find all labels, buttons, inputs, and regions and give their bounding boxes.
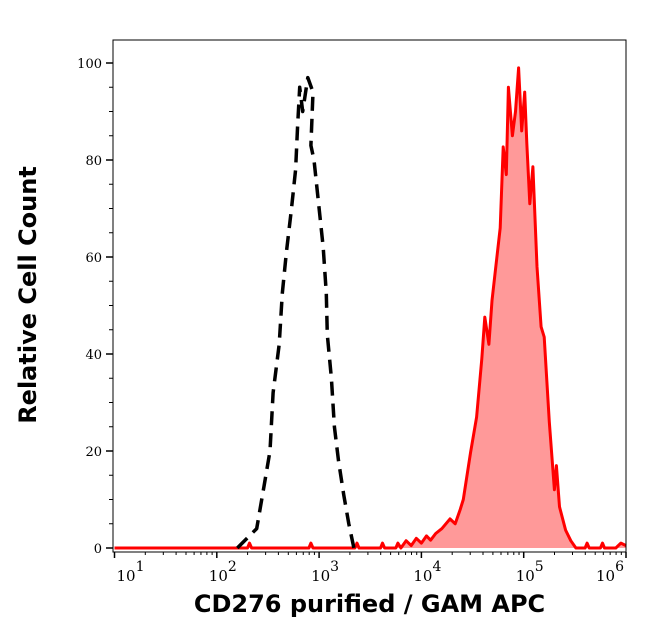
x-tick-label: 103 <box>311 559 339 585</box>
x-tick-exponent: 6 <box>615 559 624 575</box>
series-line-cd276-stained <box>114 66 627 550</box>
y-axis-title: Relative Cell Count <box>14 166 42 424</box>
x-tick-label: 101 <box>116 559 144 585</box>
x-tick-exponent: 2 <box>228 559 237 575</box>
series-fill-cd276-stained <box>114 67 626 549</box>
series-line-isotype-control <box>236 75 356 550</box>
x-tick-label: 104 <box>413 559 441 585</box>
x-tick-base: 10 <box>413 567 432 585</box>
x-tick-label: 105 <box>516 559 544 585</box>
x-tick-base: 10 <box>516 567 535 585</box>
x-tick-base: 10 <box>596 567 615 585</box>
y-tick-label: 80 <box>85 154 102 169</box>
x-axis-title: CD276 purified / GAM APC <box>193 590 546 618</box>
y-tick-label: 0 <box>94 542 102 557</box>
x-tick-label: 106 <box>596 559 624 585</box>
y-tick-label: 100 <box>77 57 102 72</box>
x-tick-exponent: 3 <box>330 559 339 575</box>
y-tick-label: 20 <box>85 445 102 460</box>
x-tick-label: 102 <box>209 559 237 585</box>
x-tick-exponent: 5 <box>535 559 544 575</box>
plot-area <box>114 66 627 550</box>
y-tick-label: 40 <box>85 348 102 363</box>
y-tick-label: 60 <box>85 251 102 266</box>
x-tick-exponent: 1 <box>136 559 145 575</box>
x-tick-base: 10 <box>311 567 330 585</box>
x-tick-base: 10 <box>209 567 228 585</box>
x-tick-exponent: 4 <box>432 559 441 575</box>
plot-frame <box>112 39 627 553</box>
x-tick-base: 10 <box>116 567 135 585</box>
